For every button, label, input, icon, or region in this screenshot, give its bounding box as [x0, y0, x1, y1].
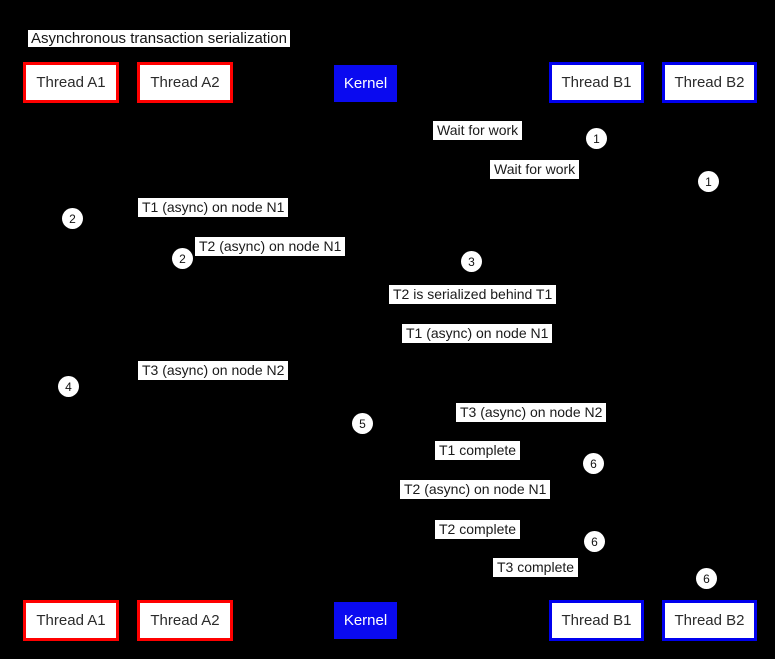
- participant-label: Thread B2: [674, 74, 745, 91]
- participant-label: Kernel: [343, 612, 388, 629]
- participant-label: Thread B1: [561, 74, 632, 91]
- participant-label: Thread A2: [150, 74, 220, 91]
- step-marker-2b: 2: [172, 248, 193, 269]
- step-marker-4: 4: [58, 376, 79, 397]
- participant-label: Thread B1: [561, 612, 632, 629]
- message-label: T1 (async) on node N1: [402, 324, 553, 343]
- participant-kernel-top: Kernel: [334, 65, 397, 102]
- participant-thread-b2-bottom: Thread B2: [662, 600, 757, 641]
- message-label: Wait for work: [433, 121, 523, 140]
- step-marker-1b: 1: [698, 171, 719, 192]
- message-label: Wait for work: [490, 160, 580, 179]
- message-label: T3 (async) on node N2: [456, 403, 607, 422]
- participant-thread-b2-top: Thread B2: [662, 62, 757, 103]
- message-label: T2 complete: [435, 520, 521, 539]
- participant-label: Thread B2: [674, 612, 745, 629]
- message-label: T1 complete: [435, 441, 521, 460]
- step-marker-3: 3: [461, 251, 482, 272]
- participant-label: Thread A1: [36, 612, 106, 629]
- participant-label: Thread A2: [150, 612, 220, 629]
- message-label: T2 (async) on node N1: [195, 237, 346, 256]
- participant-thread-a2-bottom: Thread A2: [137, 600, 233, 641]
- participant-thread-a1-bottom: Thread A1: [23, 600, 119, 641]
- step-marker-6: 6: [583, 453, 604, 474]
- participant-kernel-bottom: Kernel: [334, 602, 397, 639]
- message-label: T3 (async) on node N2: [138, 361, 289, 380]
- participant-label: Kernel: [343, 75, 388, 92]
- step-marker-6c: 6: [696, 568, 717, 589]
- participant-thread-a1-top: Thread A1: [23, 62, 119, 103]
- step-marker-5: 5: [352, 413, 373, 434]
- note-label: T2 is serialized behind T1: [389, 285, 557, 304]
- participant-thread-b1-top: Thread B1: [549, 62, 644, 103]
- participant-thread-a2-top: Thread A2: [137, 62, 233, 103]
- step-marker-2: 2: [62, 208, 83, 229]
- message-label: T3 complete: [493, 558, 579, 577]
- step-marker-1: 1: [586, 128, 607, 149]
- participant-label: Thread A1: [36, 74, 106, 91]
- message-label: T1 (async) on node N1: [138, 198, 289, 217]
- message-label: T2 (async) on node N1: [400, 480, 551, 499]
- step-marker-6b: 6: [584, 531, 605, 552]
- participant-thread-b1-bottom: Thread B1: [549, 600, 644, 641]
- diagram-title: Asynchronous transaction serialization: [28, 30, 290, 47]
